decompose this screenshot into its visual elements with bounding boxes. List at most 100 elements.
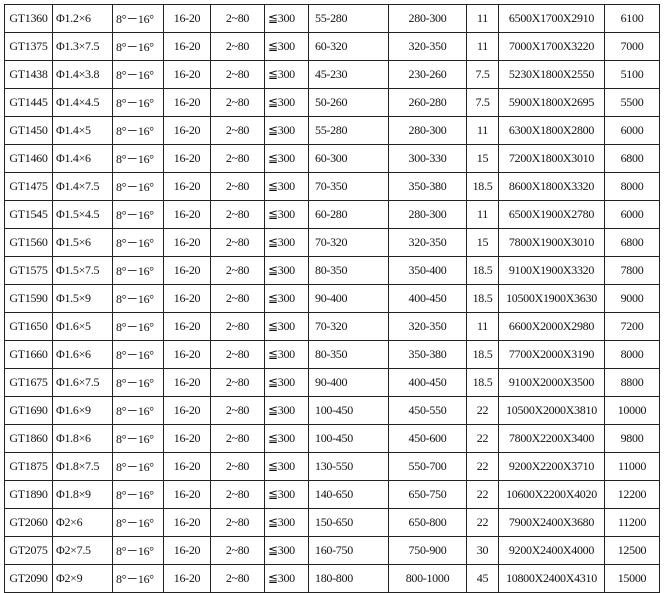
- cell-col-5: 2~80: [210, 144, 265, 173]
- cell-col-5: 2~80: [210, 536, 265, 565]
- cell-dimensions: 7800X1900X3010: [498, 228, 605, 257]
- cell-col-8: 650-800: [388, 508, 467, 537]
- cell-col-5: 2~80: [210, 116, 265, 145]
- table-row: GT1445 Φ1.4×4.5 8°－16° 16-20 2~80 ≦300 50-260 2…: [4, 88, 660, 117]
- cell-weight: 8800: [604, 368, 660, 397]
- cell-col-5: 2~80: [210, 256, 265, 285]
- cell-col-6: ≦300: [264, 508, 309, 537]
- cell-size: Φ1.3×7.5: [52, 32, 113, 61]
- cell-col-6: ≦300: [264, 172, 309, 201]
- cell-col-4: 16-20: [163, 4, 211, 33]
- table-row: GT1890 Φ1.8×9 8°－16° 16-20 2~80 ≦300 140-650 65…: [4, 480, 660, 509]
- cell-power: 45: [466, 564, 499, 593]
- cell-weight: 8000: [604, 340, 660, 369]
- cell-col-4: 16-20: [163, 144, 211, 173]
- cell-col-4: 16-20: [163, 508, 211, 537]
- cell-dimensions: 6500X1900X2780: [498, 200, 605, 229]
- cell-dimensions: 9100X2000X3500: [498, 368, 605, 397]
- cell-weight: 10000: [604, 396, 660, 425]
- cell-col-7: 100-450: [308, 424, 389, 453]
- cell-power: 7.5: [466, 60, 499, 89]
- cell-incline-angle: 8°－16°: [112, 312, 164, 341]
- cell-incline-angle: 8°－16°: [112, 340, 164, 369]
- cell-size: Φ1.4×4.5: [52, 88, 113, 117]
- cell-col-4: 16-20: [163, 396, 211, 425]
- cell-col-8: 350-400: [388, 256, 467, 285]
- cell-dimensions: 6300X1800X2800: [498, 116, 605, 145]
- cell-model: GT2090: [4, 564, 53, 593]
- spec-table: GT1360 Φ1.2×6 8°－16° 16-20 2~80 ≦300 55-280 280…: [4, 4, 660, 593]
- cell-size: Φ1.8×7.5: [52, 452, 113, 481]
- cell-power: 11: [466, 116, 499, 145]
- cell-model: GT1360: [4, 4, 53, 33]
- cell-col-4: 16-20: [163, 536, 211, 565]
- cell-col-5: 2~80: [210, 368, 265, 397]
- cell-size: Φ2×7.5: [52, 536, 113, 565]
- cell-incline-angle: 8°－16°: [112, 116, 164, 145]
- cell-power: 11: [466, 312, 499, 341]
- cell-incline-angle: 8°－16°: [112, 256, 164, 285]
- cell-size: Φ1.4×7.5: [52, 172, 113, 201]
- cell-weight: 7200: [604, 312, 660, 341]
- cell-weight: 7800: [604, 256, 660, 285]
- cell-col-6: ≦300: [264, 256, 309, 285]
- cell-power: 22: [466, 452, 499, 481]
- cell-col-7: 55-280: [308, 116, 389, 145]
- cell-col-8: 320-350: [388, 32, 467, 61]
- cell-model: GT1375: [4, 32, 53, 61]
- cell-incline-angle: 8°－16°: [112, 60, 164, 89]
- cell-size: Φ1.6×5: [52, 312, 113, 341]
- cell-col-4: 16-20: [163, 116, 211, 145]
- cell-col-6: ≦300: [264, 312, 309, 341]
- cell-power: 15: [466, 144, 499, 173]
- table-row: GT1660 Φ1.6×6 8°－16° 16-20 2~80 ≦300 80-350 350…: [4, 340, 660, 369]
- table-row: GT1460 Φ1.4×6 8°－16° 16-20 2~80 ≦300 60-300 300…: [4, 144, 660, 173]
- cell-col-6: ≦300: [264, 60, 309, 89]
- table-row: GT1675 Φ1.6×7.5 8°－16° 16-20 2~80 ≦300 90-400 4…: [4, 368, 660, 397]
- cell-col-8: 400-450: [388, 284, 467, 313]
- table-row: GT1875 Φ1.8×7.5 8°－16° 16-20 2~80 ≦300 130-550…: [4, 452, 660, 481]
- cell-dimensions: 9200X2200X3710: [498, 452, 605, 481]
- cell-col-4: 16-20: [163, 172, 211, 201]
- cell-col-6: ≦300: [264, 480, 309, 509]
- cell-col-6: ≦300: [264, 200, 309, 229]
- cell-col-6: ≦300: [264, 116, 309, 145]
- table-row: GT1438 Φ1.4×3.8 8°－16° 16-20 2~80 ≦300 45-230 2…: [4, 60, 660, 89]
- cell-size: Φ1.5×9: [52, 284, 113, 313]
- cell-dimensions: 5230X1800X2550: [498, 60, 605, 89]
- cell-model: GT1890: [4, 480, 53, 509]
- cell-col-6: ≦300: [264, 4, 309, 33]
- cell-weight: 11000: [604, 452, 660, 481]
- cell-col-6: ≦300: [264, 32, 309, 61]
- cell-power: 22: [466, 396, 499, 425]
- cell-power: 18.5: [466, 256, 499, 285]
- cell-size: Φ1.5×4.5: [52, 200, 113, 229]
- cell-dimensions: 7000X1700X3220: [498, 32, 605, 61]
- cell-weight: 11200: [604, 508, 660, 537]
- cell-col-6: ≦300: [264, 284, 309, 313]
- cell-incline-angle: 8°－16°: [112, 228, 164, 257]
- cell-dimensions: 8600X1800X3320: [498, 172, 605, 201]
- cell-col-8: 450-550: [388, 396, 467, 425]
- cell-dimensions: 7900X2400X3680: [498, 508, 605, 537]
- cell-col-7: 60-320: [308, 32, 389, 61]
- cell-incline-angle: 8°－16°: [112, 144, 164, 173]
- cell-model: GT1450: [4, 116, 53, 145]
- cell-col-7: 55-280: [308, 4, 389, 33]
- cell-model: GT1445: [4, 88, 53, 117]
- cell-col-5: 2~80: [210, 200, 265, 229]
- cell-weight: 8000: [604, 172, 660, 201]
- cell-model: GT1860: [4, 424, 53, 453]
- cell-col-8: 800-1000: [388, 564, 467, 593]
- cell-size: Φ1.6×6: [52, 340, 113, 369]
- cell-col-4: 16-20: [163, 452, 211, 481]
- cell-col-6: ≦300: [264, 228, 309, 257]
- cell-dimensions: 6600X2000X2980: [498, 312, 605, 341]
- cell-col-5: 2~80: [210, 32, 265, 61]
- table-body: GT1360 Φ1.2×6 8°－16° 16-20 2~80 ≦300 55-280 280…: [4, 4, 660, 593]
- cell-weight: 6800: [604, 144, 660, 173]
- table-row: GT2075 Φ2×7.5 8°－16° 16-20 2~80 ≦300 160-750 75…: [4, 536, 660, 565]
- cell-col-7: 100-450: [308, 396, 389, 425]
- cell-col-7: 90-400: [308, 284, 389, 313]
- cell-model: GT1650: [4, 312, 53, 341]
